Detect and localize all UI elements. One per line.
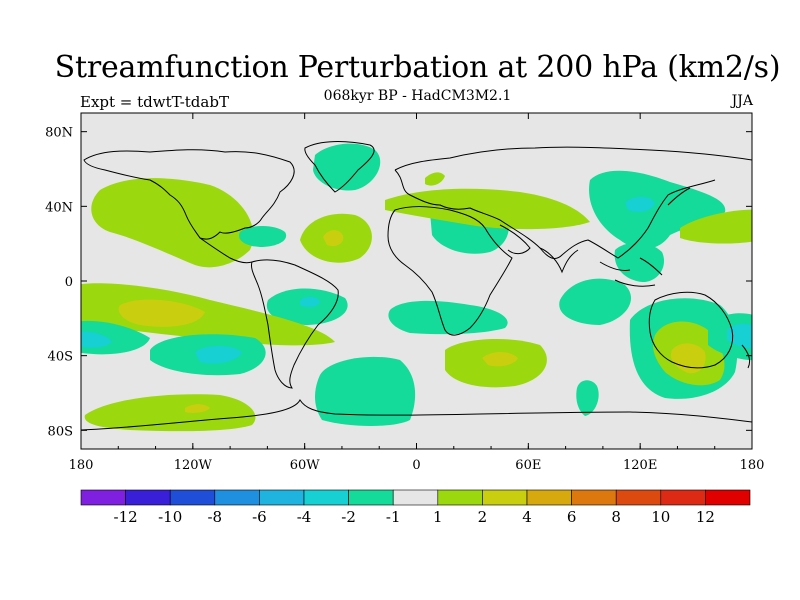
contour-east-asia xyxy=(589,170,726,250)
contour-new-zealand-core xyxy=(727,323,752,349)
coast-antarctica xyxy=(81,398,752,431)
colorbar-swatch xyxy=(392,489,439,506)
colorbar-swatch xyxy=(660,489,706,506)
contour-pacific-sw-core xyxy=(81,331,112,348)
contour-antarctic-pacific xyxy=(84,394,256,432)
colorbar-label: -6 xyxy=(252,508,267,526)
colorbar-label: -2 xyxy=(341,508,356,526)
x-tick-label: 120E xyxy=(623,458,657,473)
y-tick-label: 40S xyxy=(48,350,73,365)
y-tick-label: 40N xyxy=(45,200,73,215)
contour-indian-ocean xyxy=(559,278,631,325)
contour-arabia xyxy=(425,172,445,186)
chart-title: Streamfunction Perturbation at 200 hPa (… xyxy=(54,50,781,85)
x-tick-label: 120W xyxy=(174,458,213,473)
x-tick-label: 60W xyxy=(290,458,321,473)
colorbar-swatch xyxy=(80,489,126,506)
colorbar-swatch xyxy=(348,489,394,506)
contour-greenland xyxy=(313,143,381,191)
colorbar-swatch xyxy=(125,489,171,506)
colorbar-swatch xyxy=(214,489,260,506)
colorbar-label: -8 xyxy=(207,508,222,526)
colorbar-swatch xyxy=(571,489,617,506)
colorbar-label: 10 xyxy=(651,508,670,526)
colorbar-label: -10 xyxy=(158,508,182,526)
colorbar-label: 4 xyxy=(522,508,532,526)
coast-eurasia xyxy=(394,146,752,259)
y-tick-label: 80S xyxy=(48,424,73,439)
y-tick-label: 80N xyxy=(45,126,73,141)
coast-australia xyxy=(648,291,734,369)
colorbar-label: 1 xyxy=(433,508,443,526)
x-tick-label: 180 xyxy=(69,458,94,473)
contour-caribbean xyxy=(239,226,287,247)
x-tick-label: 0 xyxy=(412,458,420,473)
colorbar-swatch xyxy=(615,489,662,506)
colorbar-swatch xyxy=(303,489,349,506)
colorbar-swatch xyxy=(259,489,305,506)
coast-south-america xyxy=(251,259,339,389)
contour-se-pacific-core xyxy=(300,296,320,307)
colorbar-swatch xyxy=(169,489,216,506)
contour-south-atlantic-extra xyxy=(388,300,508,335)
coast-central-america xyxy=(199,237,253,264)
colorbar-swatch xyxy=(705,489,751,506)
contour-south-pacific-core xyxy=(118,299,205,327)
contour-antarctic-core xyxy=(185,404,210,413)
contour-south-atlantic xyxy=(315,356,416,426)
contour-indonesia xyxy=(614,242,665,282)
colorbar: -12 -10 -8 -6 -4 -2 -1 1 2 4 6 8 10 12 xyxy=(80,489,751,526)
coast-north-america xyxy=(83,149,295,240)
colorbar-label: -1 xyxy=(386,508,401,526)
y-axis: 80N 40N 0 40S 80S xyxy=(45,126,752,439)
x-tick-label: 180 xyxy=(740,458,765,473)
contour-south-pacific xyxy=(81,283,335,346)
coast-japan xyxy=(667,187,691,206)
contour-fields xyxy=(81,143,752,432)
contour-pacific-ne xyxy=(680,209,752,244)
colorbar-swatch xyxy=(526,489,572,506)
contour-central-asia xyxy=(385,188,590,230)
coastlines xyxy=(81,141,752,431)
contour-atlantic-core xyxy=(323,230,344,246)
coast-greenland xyxy=(304,141,375,193)
coast-africa xyxy=(387,206,513,336)
coast-arabia xyxy=(499,224,531,255)
contour-south-indian-core xyxy=(482,352,518,367)
colorbar-label: -12 xyxy=(114,508,138,526)
experiment-label: Expt = tdwtT-tdabT xyxy=(80,93,229,111)
colorbar-label: 6 xyxy=(567,508,577,526)
colorbar-label: 2 xyxy=(478,508,488,526)
x-axis: 180 120W 60W 0 60E 120E 180 xyxy=(69,113,765,473)
y-tick-label: 0 xyxy=(65,275,73,290)
contour-australia-core xyxy=(670,343,706,374)
colorbar-label: 12 xyxy=(696,508,715,526)
chart-subtitle: 068kyr BP - HadCM3M2.1 xyxy=(323,88,512,104)
coast-indonesia xyxy=(599,257,663,287)
contour-north-pacific xyxy=(91,178,254,268)
contour-east-asia-core xyxy=(625,196,655,212)
colorbar-label: 8 xyxy=(611,508,621,526)
colorbar-label: -4 xyxy=(297,508,312,526)
x-tick-label: 60E xyxy=(515,458,541,473)
contour-kerguelen xyxy=(576,380,599,416)
contour-pacific-neg-core xyxy=(195,346,242,364)
season-label: JJA xyxy=(731,93,753,109)
colorbar-swatch xyxy=(437,489,483,506)
colorbar-swatch xyxy=(482,489,528,506)
coast-india xyxy=(539,247,579,274)
